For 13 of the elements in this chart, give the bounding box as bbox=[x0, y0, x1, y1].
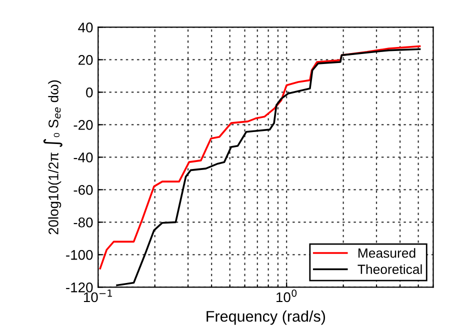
x-tick-label: 10$^{0}$ bbox=[276, 289, 297, 302]
y-tick-label: -60 bbox=[74, 185, 93, 195]
y-axis-title: 20log10(1/2π ∫₀ S$_{ee}$ dω) bbox=[43, 80, 62, 234]
y-tick-label: 20 bbox=[78, 55, 93, 65]
legend-label: Measured bbox=[358, 248, 416, 258]
y-tick-label: -100 bbox=[66, 250, 93, 260]
legend-label: Theoretical bbox=[358, 264, 422, 274]
y-tick-label: -40 bbox=[74, 152, 93, 162]
y-tick-label: -20 bbox=[74, 120, 93, 130]
y-tick-label: 40 bbox=[78, 22, 93, 32]
x-axis-title: Frequency (rad/s) bbox=[206, 310, 326, 325]
y-tick-label: 0 bbox=[86, 88, 93, 98]
y-tick-label: -80 bbox=[74, 218, 93, 228]
